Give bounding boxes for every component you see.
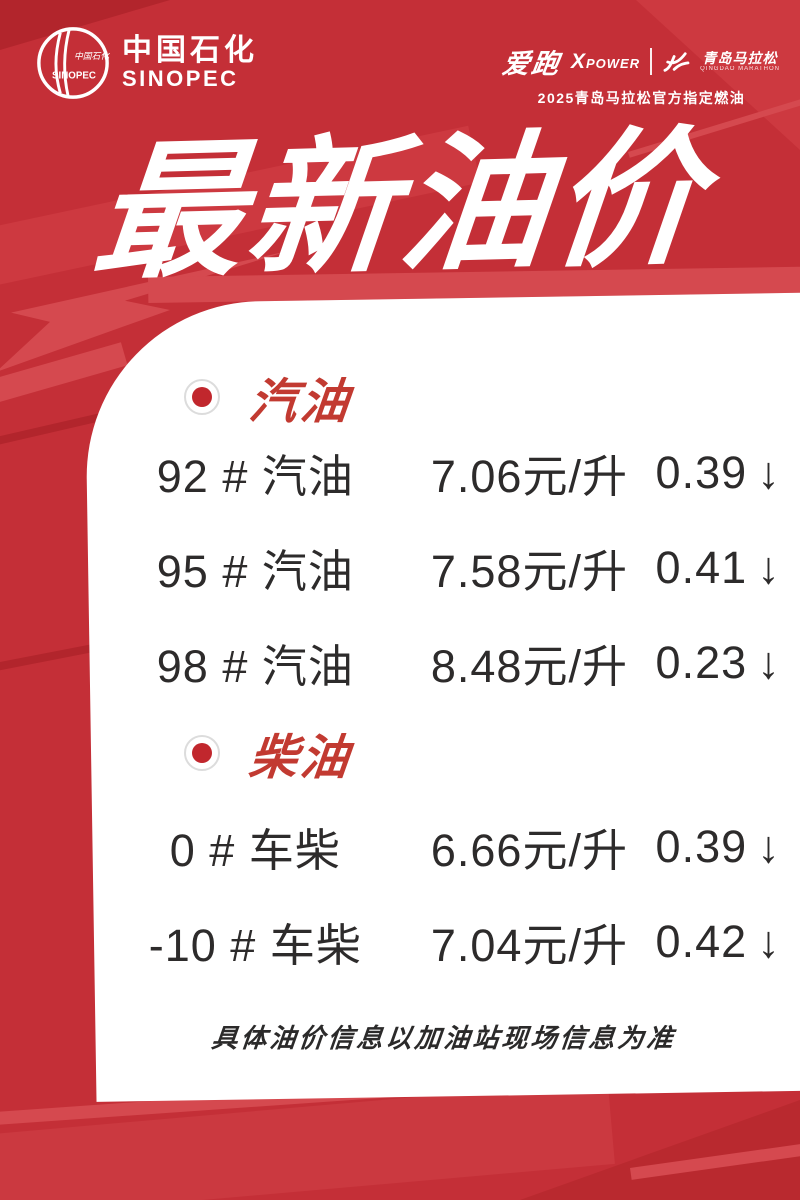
down-arrow-icon: ↓ <box>757 636 781 688</box>
fuel-name: 98 # 汽油 <box>156 641 354 692</box>
section-bullet-icon <box>184 379 220 415</box>
disclaimer-note: 具体油价信息以加油站现场信息为准 <box>210 1023 678 1053</box>
section-header-gasoline: 汽油 <box>88 362 355 432</box>
marathon-name-en: QINGDAO MARATHON <box>700 66 780 73</box>
price-row-98: 98 # 汽油 8.48元/升 0.23 ↓ <box>88 630 800 695</box>
official-fuel-subtitle: 2025青岛马拉松官方指定燃油 <box>537 90 746 106</box>
price-row-minus10-diesel: -10 # 车柴 7.04元/升 0.42 ↓ <box>88 909 800 974</box>
change-value: 0.39 <box>655 820 748 872</box>
sinopec-logo: 中国石化 SINOPEC 中国石化 SINOPEC <box>34 24 258 102</box>
section-title-diesel: 柴油 <box>246 732 355 785</box>
emblem-en-text: SINOPEC <box>52 71 96 82</box>
poster-title: 最新油价 <box>87 116 713 297</box>
fuel-name: 0 # 车柴 <box>169 825 341 876</box>
section-title-gasoline: 汽油 <box>246 376 355 429</box>
down-arrow-icon: ↓ <box>757 915 781 967</box>
fuel-change: 0.39 ↓ <box>636 821 800 873</box>
brand-name-en: SINOPEC <box>122 66 239 92</box>
fuel-price: 6.66元/升 <box>430 825 628 876</box>
fuel-price: 8.48元/升 <box>430 641 628 692</box>
sinopec-wordmark: 中国石化 SINOPEC <box>122 34 258 91</box>
fuel-name: 95 # 汽油 <box>156 546 354 597</box>
xpower-wordmark: XPOWER <box>570 49 641 73</box>
change-value: 0.39 <box>655 446 748 498</box>
marathon-logotype: 青岛马拉松 QINGDAO MARATHON <box>700 50 780 73</box>
fuel-price: 7.06元/升 <box>430 451 628 502</box>
brand-name-zh: 中国石化 <box>122 34 258 68</box>
aipao-wordmark: 爱跑 <box>500 49 563 79</box>
change-value: 0.23 <box>655 636 748 688</box>
down-arrow-icon: ↓ <box>757 820 781 872</box>
change-value: 0.41 <box>655 541 748 593</box>
fuel-change: 0.23 ↓ <box>636 637 800 689</box>
price-row-0-diesel: 0 # 车柴 6.66元/升 0.39 ↓ <box>88 814 800 879</box>
price-row-92: 92 # 汽油 7.06元/升 0.39 ↓ <box>88 440 800 505</box>
section-header-diesel: 柴油 <box>88 718 355 788</box>
header: 中国石化 SINOPEC 中国石化 SINOPEC 爱跑 XPOWER 青岛马拉… <box>0 0 800 130</box>
emblem-zh-text: 中国石化 <box>74 51 110 61</box>
lockup-divider <box>650 48 653 75</box>
marathon-name-zh: 青岛马拉松 <box>702 50 778 66</box>
cobrand-lockup: 爱跑 XPOWER 青岛马拉松 QINGDAO MARATHON <box>500 42 780 81</box>
down-arrow-icon: ↓ <box>757 446 781 498</box>
fuel-price: 7.58元/升 <box>430 546 628 597</box>
fuel-change: 0.41 ↓ <box>636 542 800 594</box>
fuel-change: 0.42 ↓ <box>636 916 800 968</box>
section-bullet-icon <box>184 735 220 771</box>
fuel-change: 0.39 ↓ <box>636 447 800 499</box>
runner-icon <box>663 51 690 72</box>
down-arrow-icon: ↓ <box>757 541 781 593</box>
sinopec-emblem-icon: 中国石化 SINOPEC <box>37 27 110 99</box>
fuel-name: 92 # 汽油 <box>156 451 354 502</box>
marathon-cobrand: 爱跑 XPOWER 青岛马拉松 QINGDAO MARATHON 2025青岛马… <box>500 42 780 108</box>
fuel-price: 7.04元/升 <box>430 920 628 971</box>
price-card-content: 汽油 92 # 汽油 7.06元/升 0.39 ↓ 95 # 汽油 7.58元/升… <box>88 0 800 1200</box>
change-value: 0.42 <box>655 915 748 967</box>
price-row-95: 95 # 汽油 7.58元/升 0.41 ↓ <box>88 535 800 600</box>
fuel-name: -10 # 车柴 <box>148 920 362 971</box>
